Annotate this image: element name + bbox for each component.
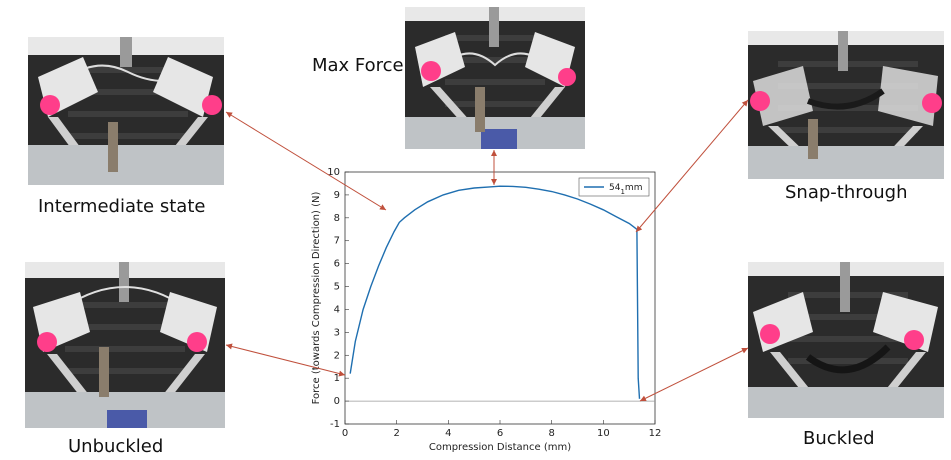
y-tick-label: 6 [334,259,340,270]
x-tick-label: 8 [548,428,554,439]
x-axis-label: Compression Distance (mm) [429,442,571,453]
y-tick-label: 7 [334,236,340,247]
y-tick-label: 8 [334,213,340,224]
photo-snap-through [748,31,944,179]
legend-entry: 541mm [609,183,642,196]
y-tick-label: -1 [330,419,340,430]
legend: 541mm [578,177,650,197]
photo-intermediate-graphic [28,37,224,185]
y-tick-label: 1 [334,373,340,384]
y-tick-label: 3 [334,327,340,338]
plot-area [344,171,656,425]
series-lines [349,185,641,399]
photo-unbuckled [25,262,225,428]
caption-max-force: Max Force [312,55,404,76]
y-axis-label: Force (towards Compression Direction) (N… [311,192,322,405]
photo-unbuckled-graphic [25,262,225,428]
photo-snap-through-graphic [748,31,944,179]
x-tick-label: 6 [497,428,503,439]
photo-max-force [405,7,585,149]
y-tick-label: 0 [334,396,340,407]
y-tick-label: 4 [334,304,340,315]
x-tick-label: 4 [445,428,451,439]
x-tick-label: 10 [597,428,610,439]
caption-intermediate-state: Intermediate state [38,196,206,217]
photo-buckled-graphic [748,262,944,418]
photo-buckled [748,262,944,418]
caption-unbuckled: Unbuckled [68,436,164,457]
y-tick-label: 10 [327,167,340,178]
plot-frame [344,171,656,425]
y-tick-label: 5 [334,282,340,293]
y-tick-label: 2 [334,350,340,361]
caption-buckled: Buckled [803,428,875,449]
x-tick-label: 12 [649,428,662,439]
x-tick-labels: 0 2 4 6 8 10 12 [342,420,662,439]
series-line [349,185,641,399]
x-tick-label: 2 [393,428,399,439]
caption-snap-through: Snap-through [785,182,908,203]
photo-intermediate-state [28,37,224,185]
photo-max-force-graphic [405,7,585,149]
y-tick-label: 9 [334,190,340,201]
x-tick-label: 0 [342,428,348,439]
